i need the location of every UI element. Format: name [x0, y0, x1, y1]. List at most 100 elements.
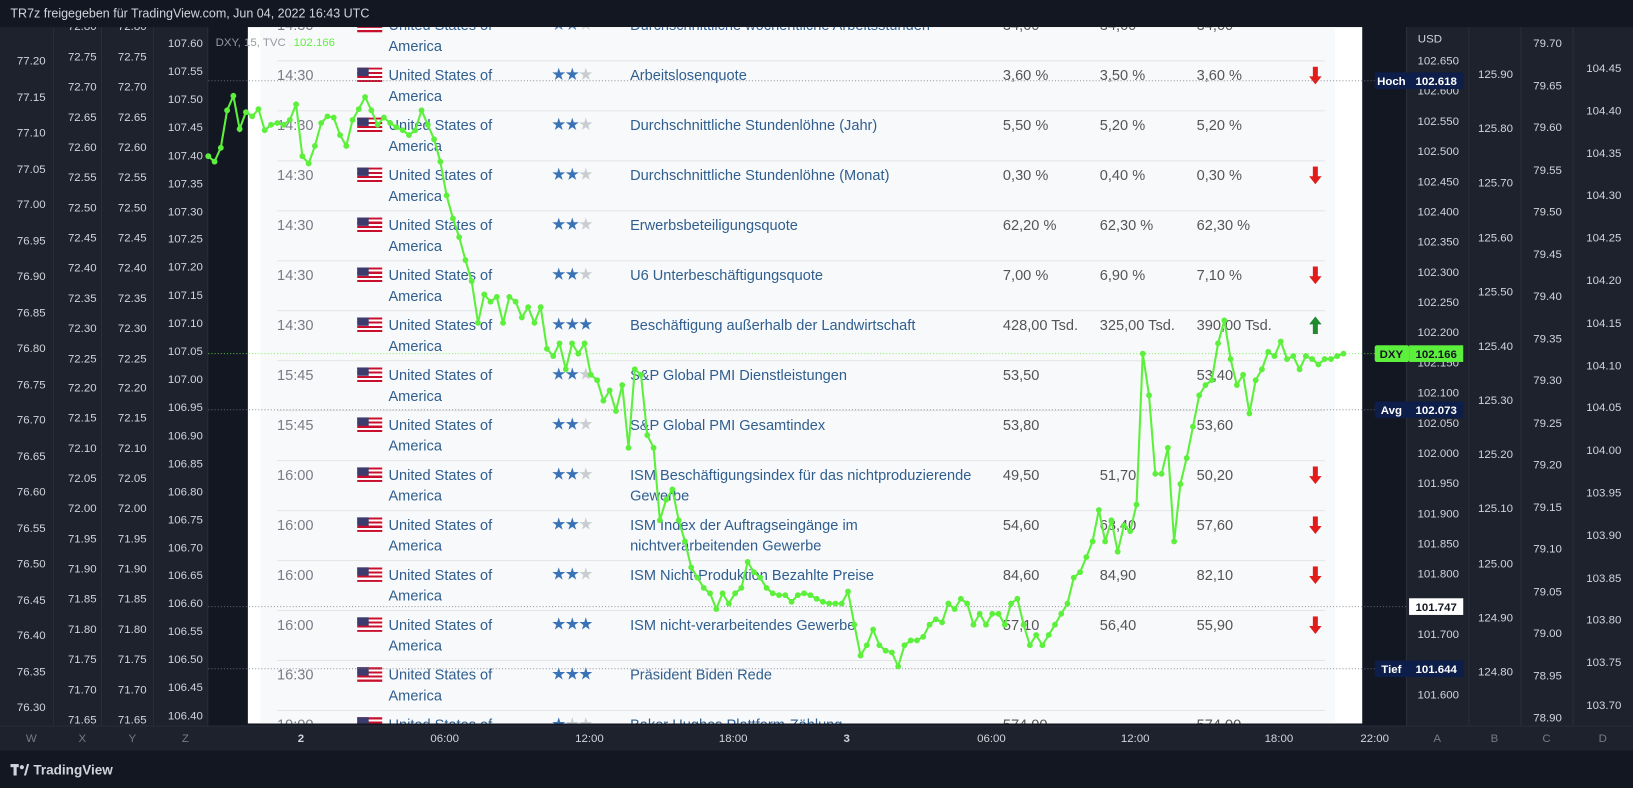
flag [357, 167, 383, 183]
tick-label: 107.45 [167, 121, 203, 135]
tick-label: 72.05 [117, 472, 147, 486]
price-point [1133, 501, 1140, 508]
previous: 7,10 % [1196, 266, 1243, 284]
badge-label: DXY [1380, 349, 1404, 361]
price-point [500, 319, 506, 326]
tick-label: 77.05 [16, 162, 46, 176]
price-point [882, 647, 889, 654]
price-point [763, 584, 770, 591]
price-point [682, 538, 688, 545]
tick-label: 101.950 [1417, 477, 1459, 491]
tick-label: 79.00 [1533, 627, 1562, 641]
tick-label: 107.10 [167, 317, 203, 331]
price-point [995, 610, 1002, 617]
previous: 34,60 [1197, 27, 1233, 35]
row-separator [277, 709, 1325, 711]
tick-label: 72.55 [67, 171, 97, 185]
tick-label: 101.850 [1417, 538, 1459, 551]
country: United States of America [388, 666, 493, 704]
tick-label: 79.60 [1533, 121, 1562, 135]
price-point [299, 153, 306, 160]
price-point [700, 584, 707, 591]
tick-label: 107.55 [167, 65, 203, 78]
price-point [832, 600, 839, 607]
tick-label: 106.75 [167, 513, 203, 527]
tick-label: 106.70 [167, 541, 203, 555]
tick-label: 104.45 [1586, 62, 1622, 75]
price-point [989, 610, 996, 617]
price-point [587, 371, 594, 378]
price-point [449, 215, 456, 222]
price-point [556, 340, 563, 347]
country: United States of America [388, 466, 493, 504]
actual: 0,30 % [1002, 166, 1049, 184]
axis-letter: Z [181, 732, 189, 746]
row-separator [277, 560, 1325, 562]
axis-unit: USD [1417, 33, 1443, 46]
time: 14:30 [277, 166, 314, 184]
price-point [895, 663, 902, 670]
price-point [1196, 392, 1203, 399]
tick-label: 72.75 [117, 50, 147, 64]
previous: 390,00 Tsd. [1196, 316, 1272, 334]
actual: 7,00 % [1002, 266, 1049, 284]
badge-value: 102.166 [1415, 349, 1456, 361]
tick-label: 72.80 [118, 27, 147, 33]
price-point [1221, 317, 1228, 324]
price-point [1321, 356, 1328, 362]
price-point [1045, 632, 1052, 638]
forecast: 325,00 Tsd. [1099, 316, 1175, 334]
tick-label: 103.80 [1586, 614, 1622, 628]
badge-value-bg [1409, 660, 1464, 678]
price-point [1296, 366, 1303, 373]
previous: 57,60 [1196, 516, 1234, 533]
tick-label: 76.85 [16, 306, 46, 320]
tick-label: 79.30 [1533, 374, 1562, 388]
flag [357, 667, 383, 682]
row-separator [277, 110, 1325, 112]
row-separator [277, 360, 1325, 362]
row-separator [277, 609, 1325, 612]
price-point [782, 592, 789, 599]
tick-label: 102.550 [1417, 115, 1459, 129]
tick-label: 79.35 [1533, 332, 1562, 346]
time: 16:30 [277, 666, 314, 683]
tick-label: 106.80 [167, 485, 203, 499]
price-point [594, 377, 601, 384]
tick-label: 72.40 [117, 261, 147, 275]
price-line [207, 92, 1344, 670]
tick-label: 72.35 [117, 292, 147, 305]
price-point [468, 278, 475, 285]
price-point [656, 517, 663, 524]
price-point [1083, 554, 1090, 561]
price-point [1309, 356, 1316, 362]
actual: 62,20 % [1002, 216, 1057, 234]
price-axis: 125.90 125.80 125.70 125.60 125.50 125.40 125.… [1468, 27, 1522, 726]
row-separator [277, 210, 1325, 212]
price-point [1139, 350, 1146, 357]
time: 14:30 [277, 116, 314, 134]
country: United States of America [388, 66, 493, 105]
actual: 5,50 % [1002, 116, 1049, 134]
actual: 53,80 [1002, 416, 1040, 434]
price-point [581, 340, 588, 347]
price-point [1240, 371, 1247, 378]
forecast: 3,50 % [1099, 66, 1146, 84]
price-point [600, 397, 607, 404]
price-point [1058, 610, 1065, 617]
time: 14:30 [277, 27, 313, 35]
badge-value: 101.644 [1415, 664, 1457, 676]
country: United States of America [388, 616, 493, 654]
price-axis: 72.80 72.75 72.70 72.65 72.60 72.55 72.50 72.45… [102, 27, 155, 726]
price-point [863, 642, 870, 649]
price-point [1171, 538, 1178, 545]
tick-label: 103.70 [1586, 699, 1622, 713]
price-point [1158, 470, 1165, 477]
time-label: 06:00 [977, 732, 1006, 746]
tick-label: 71.70 [67, 683, 97, 697]
tick-label: 72.70 [67, 81, 97, 94]
tick-label: 71.95 [117, 533, 147, 546]
time-label: 06:00 [430, 732, 460, 746]
price-point [1095, 507, 1102, 513]
